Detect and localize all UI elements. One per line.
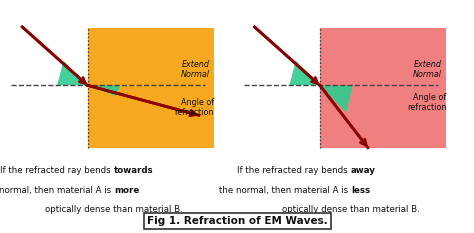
Text: less: less — [351, 185, 370, 195]
Text: towards: towards — [114, 166, 154, 175]
Text: more: more — [114, 185, 139, 195]
Bar — [320, 28, 447, 148]
Text: the normal, then material A is: the normal, then material A is — [219, 185, 351, 195]
Text: Extend
Normal: Extend Normal — [181, 60, 210, 79]
Text: If the refracted ray bends: If the refracted ray bends — [237, 166, 351, 175]
Bar — [88, 28, 214, 148]
Text: If the refracted ray bends: If the refracted ray bends — [0, 166, 114, 175]
Text: Angle of
refraction: Angle of refraction — [407, 93, 447, 113]
Text: Angle of
refraction: Angle of refraction — [175, 98, 214, 117]
Text: optically dense than material B.: optically dense than material B. — [45, 205, 182, 214]
Polygon shape — [88, 85, 120, 96]
Polygon shape — [320, 85, 353, 113]
Text: Extend
Normal: Extend Normal — [413, 60, 442, 79]
Polygon shape — [57, 61, 88, 85]
Text: away: away — [351, 166, 375, 175]
Text: normal, then material A is: normal, then material A is — [0, 185, 114, 195]
Text: optically dense than material B.: optically dense than material B. — [282, 205, 419, 214]
Text: Fig 1. Refraction of EM Waves.: Fig 1. Refraction of EM Waves. — [146, 216, 328, 226]
Polygon shape — [289, 61, 320, 85]
